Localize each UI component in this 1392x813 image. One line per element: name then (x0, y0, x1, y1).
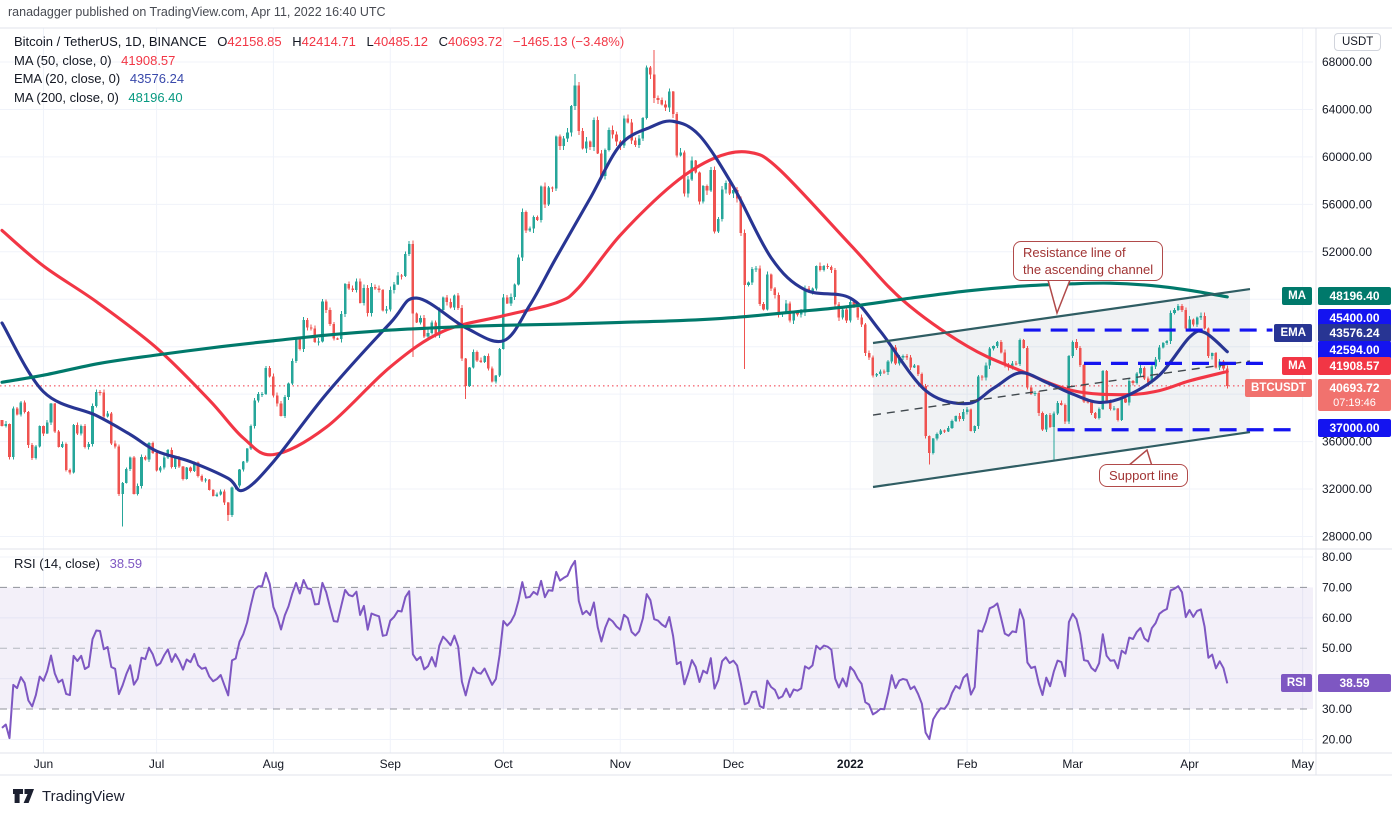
ema20-legend-name: EMA (20, close, 0) (14, 71, 121, 86)
symbol-title: Bitcoin / TetherUS, 1D, BINANCE (14, 34, 207, 49)
price-tick-label: 36000.00 (1322, 435, 1372, 449)
close-value: 40693.72 (448, 34, 503, 49)
price-tick-label: 60000.00 (1322, 150, 1372, 164)
channel-midline[interactable] (872, 360, 1251, 416)
ma200-badge-chip: MA (1282, 287, 1312, 305)
annotation-resistance-line: Resistance line of the ascending channel (1013, 241, 1164, 281)
rsi-tick-label: 20.00 (1322, 732, 1352, 746)
time-tick-label: Nov (610, 757, 631, 771)
rsi-badge: 38.59 (1318, 674, 1391, 692)
rsi-tick-label: 50.00 (1322, 641, 1352, 655)
change-value: −1465.13 (−3.48%) (512, 34, 625, 49)
ma50-badge: 41908.57 (1318, 357, 1391, 375)
last-price-badge: 40693.72 07:19:46 (1318, 379, 1391, 411)
annotation-support-line-text: Support line (1109, 468, 1179, 483)
ma50-legend-row[interactable]: MA (50, close, 0) 41908.57 (14, 52, 624, 71)
time-tick-label: Feb (957, 757, 978, 771)
rsi-line[interactable] (1, 559, 1229, 741)
symbol-legend: Bitcoin / TetherUS, 1D, BINANCE O42158.8… (14, 33, 624, 107)
ma50-legend-value: 41908.57 (121, 52, 176, 68)
rsi-tick-label: 70.00 (1322, 580, 1352, 594)
channel-support-line[interactable] (872, 431, 1251, 489)
low-value: 40485.12 (373, 34, 428, 49)
time-tick-label: Aug (263, 757, 284, 771)
annotation-resistance-line-text-2: the ascending channel (1023, 262, 1154, 277)
rsi-legend-value: 38.59 (109, 556, 143, 571)
ema20-badge: 43576.24 (1318, 324, 1391, 342)
ma50-badge-chip: MA (1282, 357, 1312, 375)
time-tick-label: Jul (149, 757, 164, 771)
time-tick-label: Dec (723, 757, 744, 771)
price-tick-label: 56000.00 (1322, 197, 1372, 211)
ma50-legend-name: MA (50, close, 0) (14, 52, 112, 68)
channel-resistance-line[interactable] (872, 287, 1251, 345)
publish-header: ranadagger published on TradingView.com,… (8, 5, 386, 19)
price-tick-label: 64000.00 (1322, 102, 1372, 116)
open-label: O (217, 34, 228, 49)
ma200-legend-value: 48196.40 (128, 89, 183, 105)
ema20-badge-chip: EMA (1274, 324, 1312, 342)
time-tick-label: Oct (494, 757, 513, 771)
ma200-badge: 48196.40 (1318, 287, 1391, 305)
rsi-legend-name: RSI (14, close) (14, 556, 100, 571)
time-tick-label: Mar (1062, 757, 1083, 771)
rsi-badge-chip: RSI (1280, 674, 1312, 692)
ma200-line[interactable] (0, 281, 1229, 384)
symbol-legend-row[interactable]: Bitcoin / TetherUS, 1D, BINANCE O42158.8… (14, 33, 624, 52)
level-45400-badge: 45400.00 (1318, 309, 1391, 327)
low-label: L (366, 34, 374, 49)
level-42594-badge: 42594.00 (1318, 341, 1391, 359)
tradingview-watermark[interactable]: TradingView (12, 786, 125, 806)
time-tick-label: May (1291, 757, 1314, 771)
time-tick-label: Apr (1180, 757, 1199, 771)
last-price-badge-chip: BTCUSDT (1245, 379, 1312, 397)
ma200-legend-row[interactable]: MA (200, close, 0) 48196.40 (14, 89, 624, 108)
price-tick-label: 68000.00 (1322, 55, 1372, 69)
rsi-tick-label: 60.00 (1322, 611, 1352, 625)
tradingview-watermark-text: TradingView (42, 787, 125, 805)
rsi-legend-row[interactable]: RSI (14, close) 38.59 (14, 556, 142, 571)
ema20-legend-row[interactable]: EMA (20, close, 0) 43576.24 (14, 70, 624, 89)
ma200-legend-name: MA (200, close, 0) (14, 89, 119, 105)
time-tick-label: Jun (34, 757, 53, 771)
ema20-line[interactable] (0, 119, 1229, 493)
open-value: 42158.85 (227, 34, 282, 49)
currency-toggle-button[interactable]: USDT (1334, 33, 1382, 51)
high-label: H (292, 34, 302, 49)
time-tick-label: Sep (380, 757, 402, 771)
time-tick-label: 2022 (837, 757, 864, 771)
annotation-support-line: Support line (1099, 464, 1189, 487)
close-label: C (438, 34, 449, 49)
rsi-tick-label: 30.00 (1322, 702, 1352, 716)
annotation-resistance-line-text-1: Resistance line of (1023, 245, 1126, 260)
high-value: 42414.71 (301, 34, 356, 49)
rsi-tick-label: 80.00 (1322, 550, 1352, 564)
price-tick-label: 32000.00 (1322, 482, 1372, 496)
level-37000-badge: 37000.00 (1318, 419, 1391, 437)
tradingview-logo-icon (13, 789, 34, 803)
ema20-legend-value: 43576.24 (129, 71, 185, 86)
price-tick-label: 52000.00 (1322, 245, 1372, 259)
price-tick-label: 28000.00 (1322, 529, 1372, 543)
